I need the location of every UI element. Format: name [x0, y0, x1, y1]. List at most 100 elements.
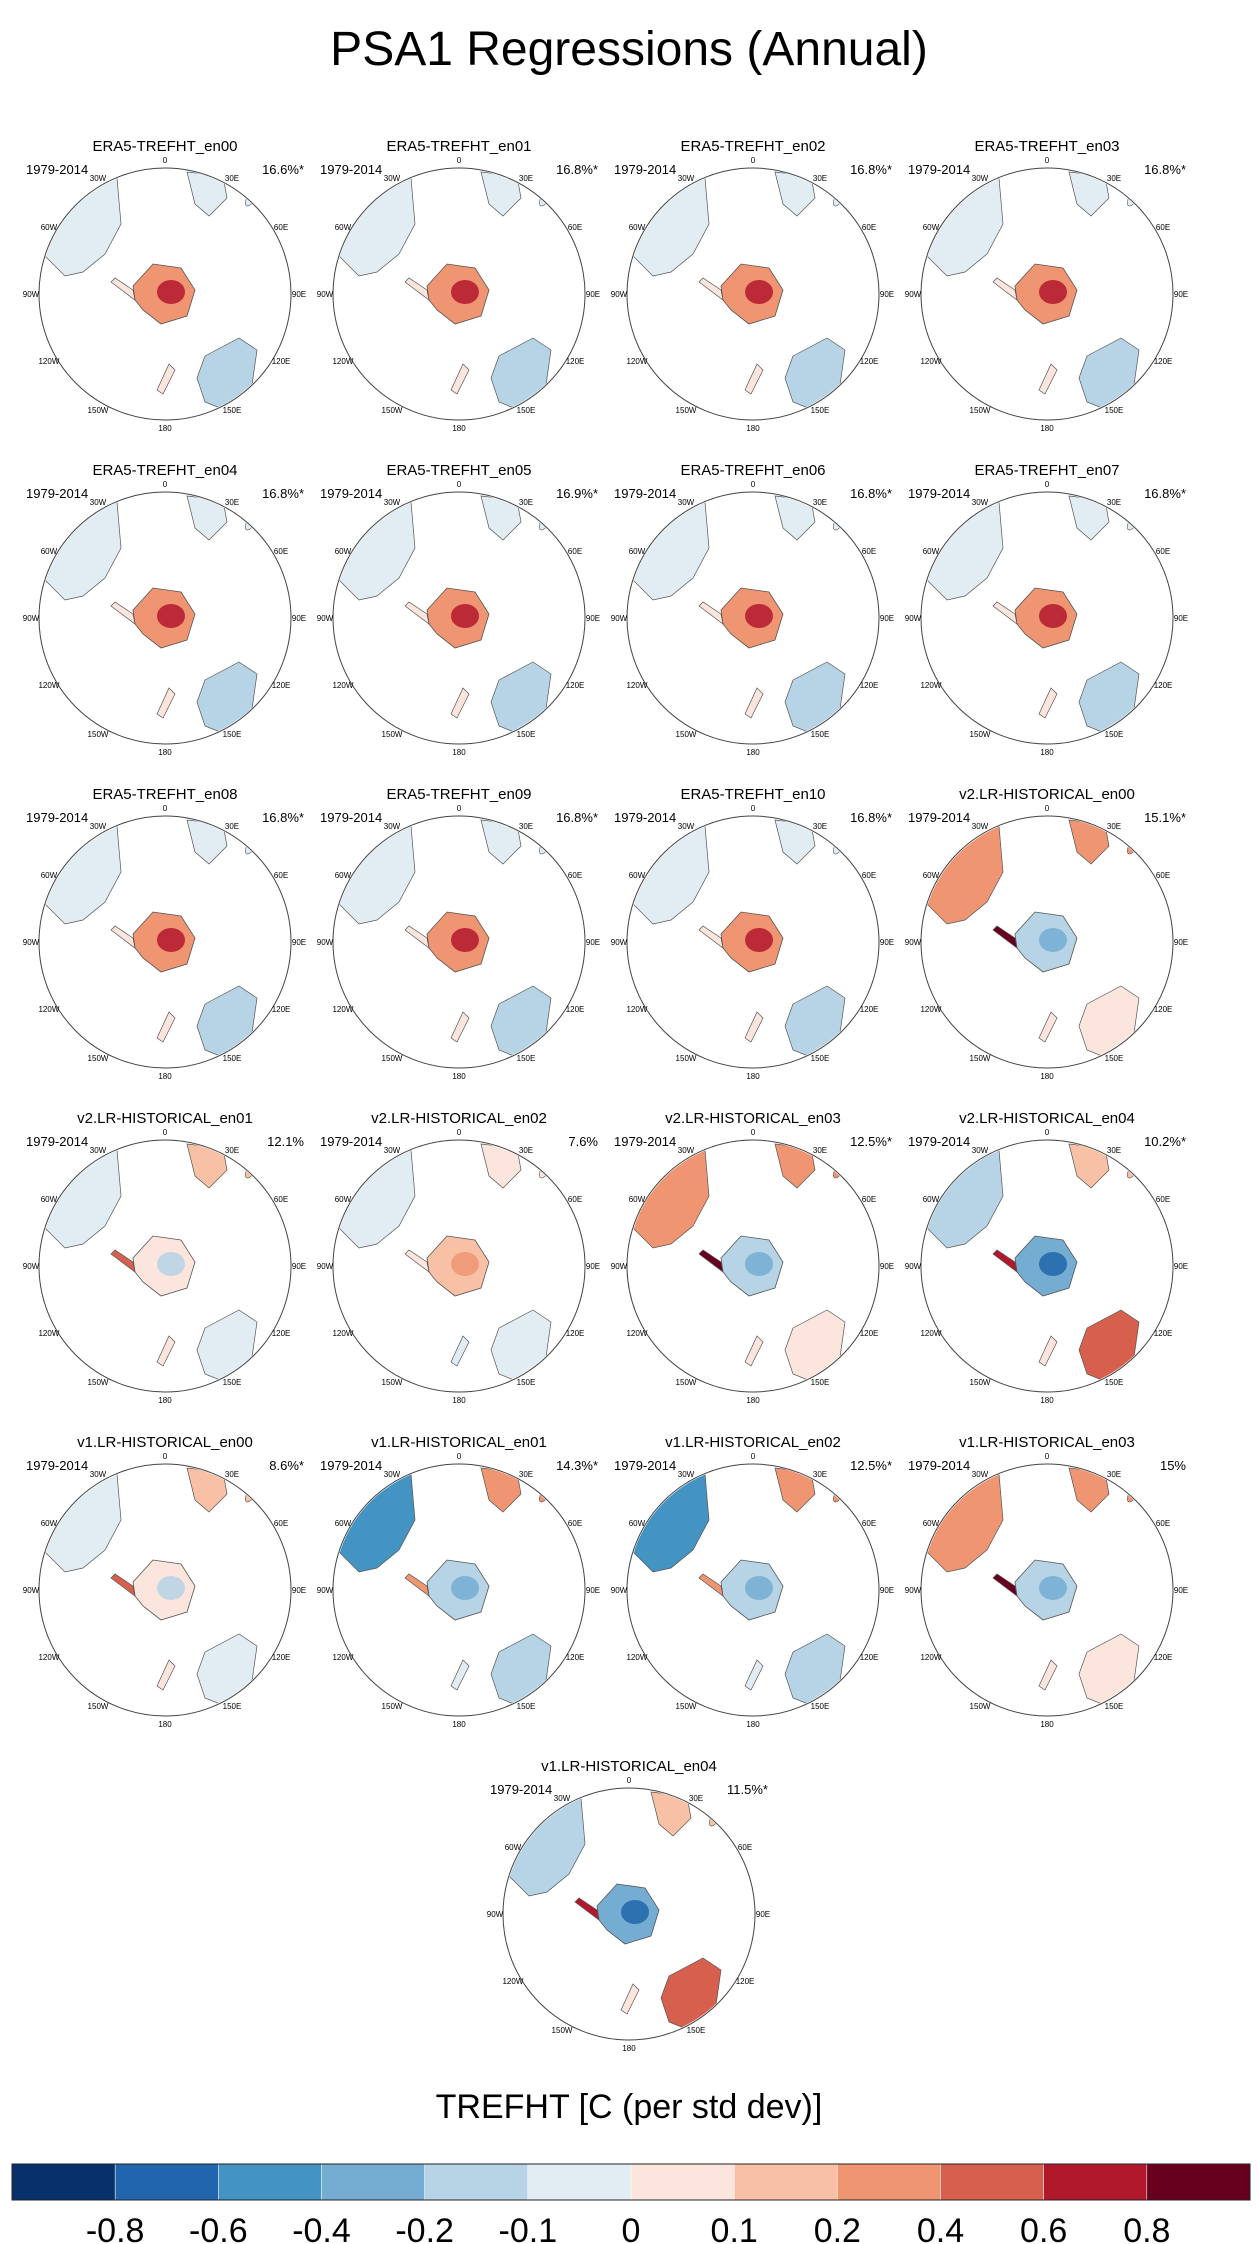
- longitude-label: 30W: [678, 1470, 695, 1479]
- longitude-label: 120E: [272, 1005, 291, 1014]
- longitude-label: 60E: [274, 223, 288, 232]
- map-panel: v1.LR-HISTORICAL_en02 1979-2014 12.5%* 0 30E…: [608, 1434, 898, 1734]
- panel-variance-pct: 7.6%: [568, 1134, 598, 1149]
- longitude-label: 90W: [905, 1586, 922, 1595]
- longitude-label: 30W: [972, 498, 989, 507]
- panel-title: ERA5-TREFHT_en05: [386, 462, 532, 479]
- longitude-label: 120E: [1154, 681, 1173, 690]
- longitude-label: 90E: [292, 1262, 306, 1271]
- antarctic-peninsula: [992, 277, 1018, 301]
- longitude-label: 30W: [90, 174, 107, 183]
- map-panel: v1.LR-HISTORICAL_en00 1979-2014 8.6%* 0 30E 6…: [20, 1434, 310, 1734]
- longitude-label: 30W: [384, 174, 401, 183]
- colorbar-segment: [527, 2163, 632, 2201]
- longitude-label: 150E: [1105, 406, 1124, 415]
- panel-period: 1979-2014: [26, 486, 89, 501]
- longitude-label: 150E: [517, 1378, 536, 1387]
- longitude-label: 150E: [517, 1702, 536, 1711]
- longitude-label: 60E: [568, 871, 582, 880]
- longitude-label: 30W: [90, 498, 107, 507]
- antarctica-interior-anomaly: [1039, 928, 1067, 952]
- new-zealand-landmass: [744, 1011, 764, 1043]
- longitude-label: 30W: [678, 822, 695, 831]
- longitude-label: 30E: [1107, 1146, 1121, 1155]
- longitude-label: 60E: [862, 1195, 876, 1204]
- new-zealand-landmass: [744, 687, 764, 719]
- longitude-label: 180: [1040, 1072, 1054, 1081]
- longitude-label: 0: [457, 156, 462, 165]
- longitude-label: 90E: [292, 1586, 306, 1595]
- panel-variance-pct: 11.5%*: [727, 1782, 768, 1797]
- longitude-label: 60W: [629, 1195, 646, 1204]
- longitude-label: 60W: [41, 223, 58, 232]
- longitude-label: 90E: [292, 290, 306, 299]
- longitude-label: 0: [163, 156, 168, 165]
- longitude-label: 180: [452, 1396, 466, 1405]
- panel-title: ERA5-TREFHT_en04: [92, 462, 238, 479]
- antarctic-peninsula: [110, 1573, 136, 1597]
- longitude-label: 120E: [1154, 1329, 1173, 1338]
- colorbar-segment: [424, 2163, 529, 2201]
- longitude-label: 60E: [1156, 1195, 1170, 1204]
- new-zealand-landmass: [744, 1335, 764, 1367]
- longitude-label: 60E: [862, 1519, 876, 1528]
- colorbar-tick-label: -0.6: [189, 2212, 248, 2244]
- polar-map: 0 30E 60E 90E 120E 150E 180 150W 120W 90W 60W 30W: [905, 1128, 1188, 1405]
- longitude-label: 120E: [736, 1977, 755, 1986]
- longitude-label: 180: [746, 424, 760, 433]
- longitude-label: 150W: [88, 730, 109, 739]
- longitude-label: 90E: [1174, 938, 1188, 947]
- longitude-label: 60W: [923, 1195, 940, 1204]
- longitude-label: 150W: [382, 1054, 403, 1063]
- longitude-label: 0: [457, 1452, 462, 1461]
- longitude-label: 90W: [23, 938, 40, 947]
- panel-title: v2.LR-HISTORICAL_en02: [371, 1110, 547, 1127]
- longitude-label: 60E: [738, 1843, 752, 1852]
- colorbar-segment: [1043, 2163, 1148, 2201]
- longitude-label: 60W: [335, 1195, 352, 1204]
- longitude-label: 30E: [225, 174, 239, 183]
- polar-map: 0 30E 60E 90E 120E 150E 180 150W 120W 90W 60W 30W: [905, 1452, 1188, 1729]
- polar-map: 0 30E 60E 90E 120E 150E 180 150W 120W 90W 60W 30W: [23, 804, 306, 1081]
- new-zealand-landmass: [450, 363, 470, 395]
- longitude-label: 150W: [676, 1054, 697, 1063]
- longitude-label: 120W: [332, 357, 353, 366]
- longitude-label: 180: [1040, 424, 1054, 433]
- longitude-label: 150W: [676, 406, 697, 415]
- longitude-label: 30W: [972, 174, 989, 183]
- longitude-label: 90E: [586, 1586, 600, 1595]
- longitude-label: 90E: [1174, 1262, 1188, 1271]
- new-zealand-landmass: [1038, 1335, 1058, 1367]
- longitude-label: 120E: [272, 357, 291, 366]
- longitude-label: 90E: [586, 1262, 600, 1271]
- longitude-label: 120E: [860, 1329, 879, 1338]
- panel-title: v1.LR-HISTORICAL_en03: [959, 1434, 1135, 1451]
- longitude-label: 120E: [566, 681, 585, 690]
- longitude-label: 30E: [519, 822, 533, 831]
- antarctica-interior-anomaly: [1039, 604, 1067, 628]
- longitude-label: 60E: [274, 1519, 288, 1528]
- panel-period: 1979-2014: [26, 162, 89, 177]
- panel-variance-pct: 16.8%*: [262, 810, 304, 825]
- antarctica-interior-anomaly: [451, 928, 479, 952]
- panel-variance-pct: 8.6%*: [269, 1458, 304, 1473]
- longitude-label: 180: [746, 1720, 760, 1729]
- antarctica-interior-anomaly: [157, 928, 185, 952]
- antarctic-peninsula: [574, 1897, 600, 1921]
- longitude-label: 150W: [970, 730, 991, 739]
- map-panel: v1.LR-HISTORICAL_en04 1979-2014 11.5%* 0 30E…: [484, 1758, 774, 2058]
- panel-period: 1979-2014: [908, 162, 971, 177]
- colorbar-tick-label: -0.4: [292, 2212, 351, 2244]
- longitude-label: 90E: [880, 938, 894, 947]
- polar-map: 0 30E 60E 90E 120E 150E 180 150W 120W 90W 60W 30W: [905, 804, 1188, 1081]
- new-zealand-landmass: [156, 363, 176, 395]
- longitude-label: 150E: [811, 1702, 830, 1711]
- longitude-label: 120W: [38, 681, 59, 690]
- panel-period: 1979-2014: [26, 1134, 89, 1149]
- panel-period: 1979-2014: [614, 810, 677, 825]
- panel-period: 1979-2014: [614, 486, 677, 501]
- longitude-label: 150W: [382, 730, 403, 739]
- new-zealand-landmass: [1038, 1659, 1058, 1691]
- longitude-label: 60W: [923, 547, 940, 556]
- longitude-label: 0: [751, 480, 756, 489]
